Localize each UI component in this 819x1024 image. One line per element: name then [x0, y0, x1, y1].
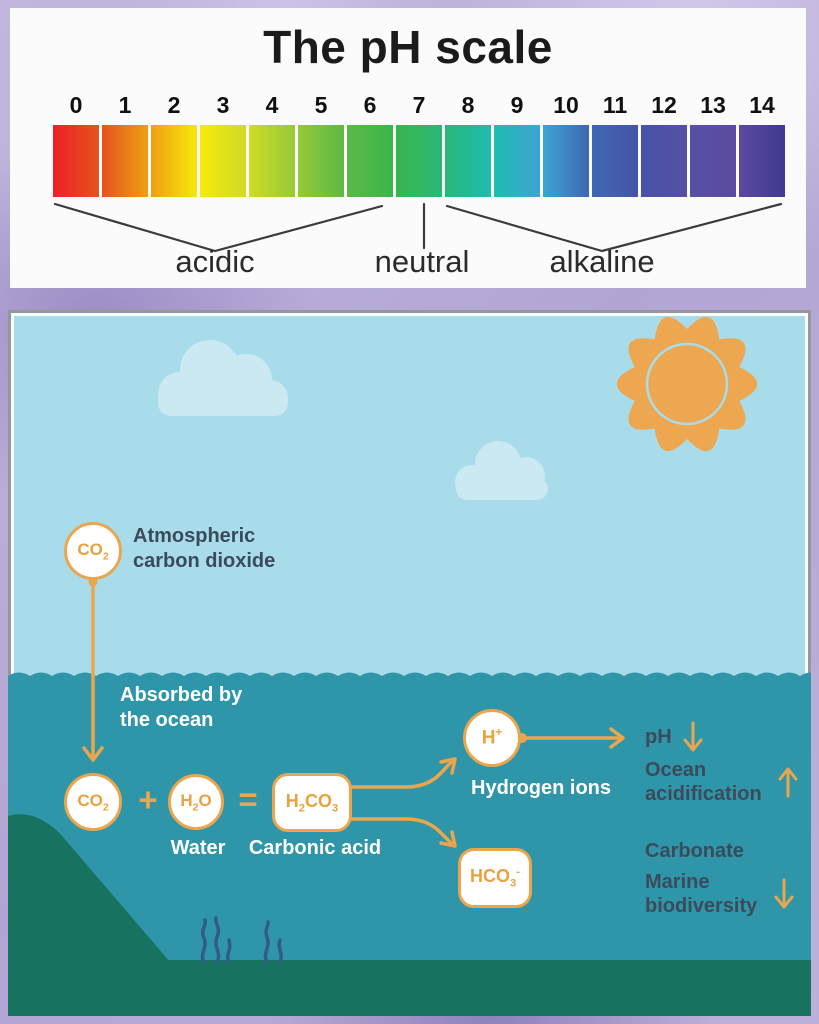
h2o-formula: H2O	[180, 790, 212, 814]
ph-scale-color-bar	[53, 125, 785, 197]
ph-number-10: 10	[553, 92, 579, 118]
down-arrow-icon	[774, 878, 794, 909]
ocean-diagram-panel: CO2 Atmospheric carbon dioxide Absorbed …	[8, 310, 811, 1016]
zone-label-neutral: neutral	[374, 244, 470, 279]
h2co3-node: H2CO3	[272, 773, 352, 832]
ph-cell-10	[543, 125, 589, 197]
ph-cell-14	[739, 125, 785, 197]
equals-operator: =	[238, 781, 258, 818]
seaweed-icon	[200, 916, 284, 964]
impact-marine-biodiversity: Marine biodiversity	[645, 870, 795, 918]
co2-formula: CO2	[77, 539, 109, 563]
ph-cell-6	[347, 125, 393, 197]
ph-cell-3	[200, 125, 246, 197]
impact-label-carbonate: Carbonate	[645, 840, 744, 862]
ocean-water	[8, 672, 811, 1016]
ph-number-4: 4	[265, 92, 279, 118]
impact-ph: pH	[645, 720, 704, 754]
hplus-formula: H+	[481, 726, 503, 749]
hydrogen-ion-node: H+	[463, 709, 521, 767]
h2o-node: H2O	[168, 774, 224, 830]
water-label: Water	[170, 837, 226, 859]
impact-carbonate: Carbonate	[645, 834, 819, 868]
ph-number-14: 14	[749, 92, 775, 118]
ph-number-7: 7	[412, 92, 426, 118]
h2co3-to-hplus-arrow	[350, 757, 457, 789]
ph-cell-5	[298, 125, 344, 197]
carbonic-acid-label: Carbonic acid	[248, 837, 382, 859]
scene-graphics	[8, 316, 811, 1016]
impact-ocean-acidification: Ocean acidification	[645, 758, 799, 806]
ph-number-11: 11	[602, 92, 628, 118]
impact-label-ocean-acidification: Ocean acidification	[645, 759, 762, 805]
ph-cell-1	[102, 125, 148, 197]
co2-formula: CO2	[77, 790, 109, 814]
sun-icon	[616, 316, 758, 452]
h2co3-to-bicarbonate-arrow	[350, 817, 457, 848]
ph-number-1: 1	[118, 92, 132, 118]
zone-label-acidic: acidic	[175, 244, 255, 279]
hydrogen-ions-label: Hydrogen ions	[471, 777, 612, 799]
ph-cell-11	[592, 125, 638, 197]
ph-number-9: 9	[510, 92, 524, 118]
bicarbonate-node: HCO3-	[458, 848, 532, 908]
h2co3-formula: H2CO3	[285, 790, 339, 815]
ph-number-3: 3	[216, 92, 230, 118]
hco3-formula: HCO3-	[470, 866, 520, 890]
ph-cell-2	[151, 125, 197, 197]
ph-cell-7	[396, 125, 442, 197]
ph-cell-0	[53, 125, 99, 197]
ph-number-8: 8	[461, 92, 475, 118]
ph-number-12: 12	[651, 92, 677, 118]
atmospheric-co2-label: Atmospheric carbon dioxide	[133, 525, 276, 572]
plus-operator: +	[138, 781, 158, 818]
seabed	[8, 814, 811, 1016]
ph-number-6: 6	[363, 92, 377, 118]
alkaline-bracket-line	[445, 202, 783, 253]
impact-label-ph: pH	[645, 726, 672, 748]
ph-cell-12	[641, 125, 687, 197]
ph-cell-8	[445, 125, 491, 197]
ph-scale-card: The pH scale 0 1 2 3 4 5 6 7 8 9 10 11 12 13 14 acidic…	[10, 8, 806, 288]
zone-label-alkaline: alkaline	[549, 244, 655, 279]
ph-cell-13	[690, 125, 736, 197]
zone-bracket-lines	[53, 202, 783, 253]
cloud-icon	[158, 340, 288, 416]
ph-cell-9	[494, 125, 540, 197]
impact-label-marine-biodiversity: Marine biodiversity	[645, 871, 758, 917]
cloud-icon	[455, 441, 548, 500]
ph-scale-numbers: 0 1 2 3 4 5 6 7 8 9 10 11 12 13 14	[53, 92, 785, 120]
ph-number-0: 0	[69, 92, 83, 118]
ph-number-5: 5	[314, 92, 328, 118]
down-arrow-icon	[683, 721, 703, 752]
acidic-bracket-line	[53, 202, 384, 253]
co2-ocean-node: CO2	[64, 773, 122, 831]
diagram-labels: CO2 Atmospheric carbon dioxide Absorbed …	[8, 310, 811, 1016]
absorbed-by-ocean-label: Absorbed by the ocean	[120, 684, 243, 731]
ph-number-2: 2	[167, 92, 181, 118]
ph-cell-4	[249, 125, 295, 197]
co2-atmosphere-node: CO2	[64, 522, 122, 580]
up-arrow-icon	[778, 767, 798, 798]
page-title: The pH scale	[263, 21, 553, 73]
ph-number-13: 13	[700, 92, 726, 118]
